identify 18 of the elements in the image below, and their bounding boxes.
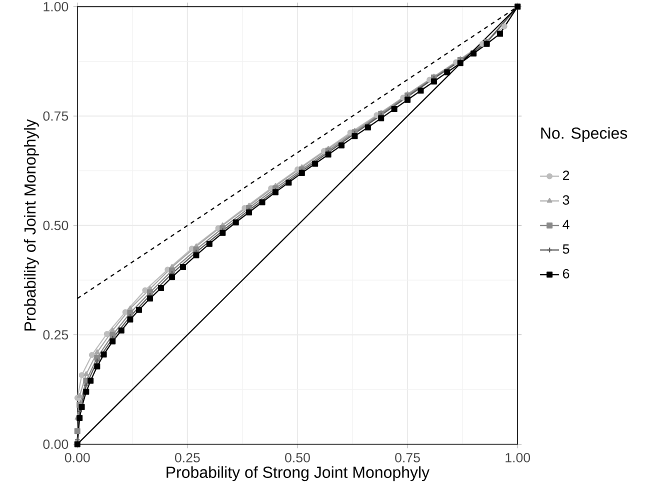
- legend-label: 2: [562, 170, 570, 180]
- y-tick-label: 0.75: [43, 111, 68, 121]
- legend-label: 4: [562, 220, 570, 229]
- x-tick-label: 0.50: [285, 452, 310, 462]
- x-tick-label: 0.25: [174, 452, 200, 462]
- y-tick-label: 0.25: [43, 330, 68, 340]
- legend-label: 3: [562, 195, 570, 205]
- x-tick-label: 0.00: [64, 452, 90, 462]
- legend-label: 6: [562, 268, 570, 278]
- x-axis-title: Probability of Strong Joint Monophyly: [166, 466, 430, 482]
- y-tick-label: 0.00: [43, 439, 68, 449]
- y-tick-label: 0.50: [43, 220, 68, 230]
- y-tick-label: 1.00: [44, 2, 68, 12]
- x-tick-label: 1.00: [506, 452, 530, 462]
- y-axis-title: Probability of Joint Monophyly: [24, 119, 39, 330]
- x-tick-label: 0.75: [395, 452, 420, 462]
- legend-label: 5: [562, 244, 570, 254]
- legend-title: No. Species: [541, 126, 628, 142]
